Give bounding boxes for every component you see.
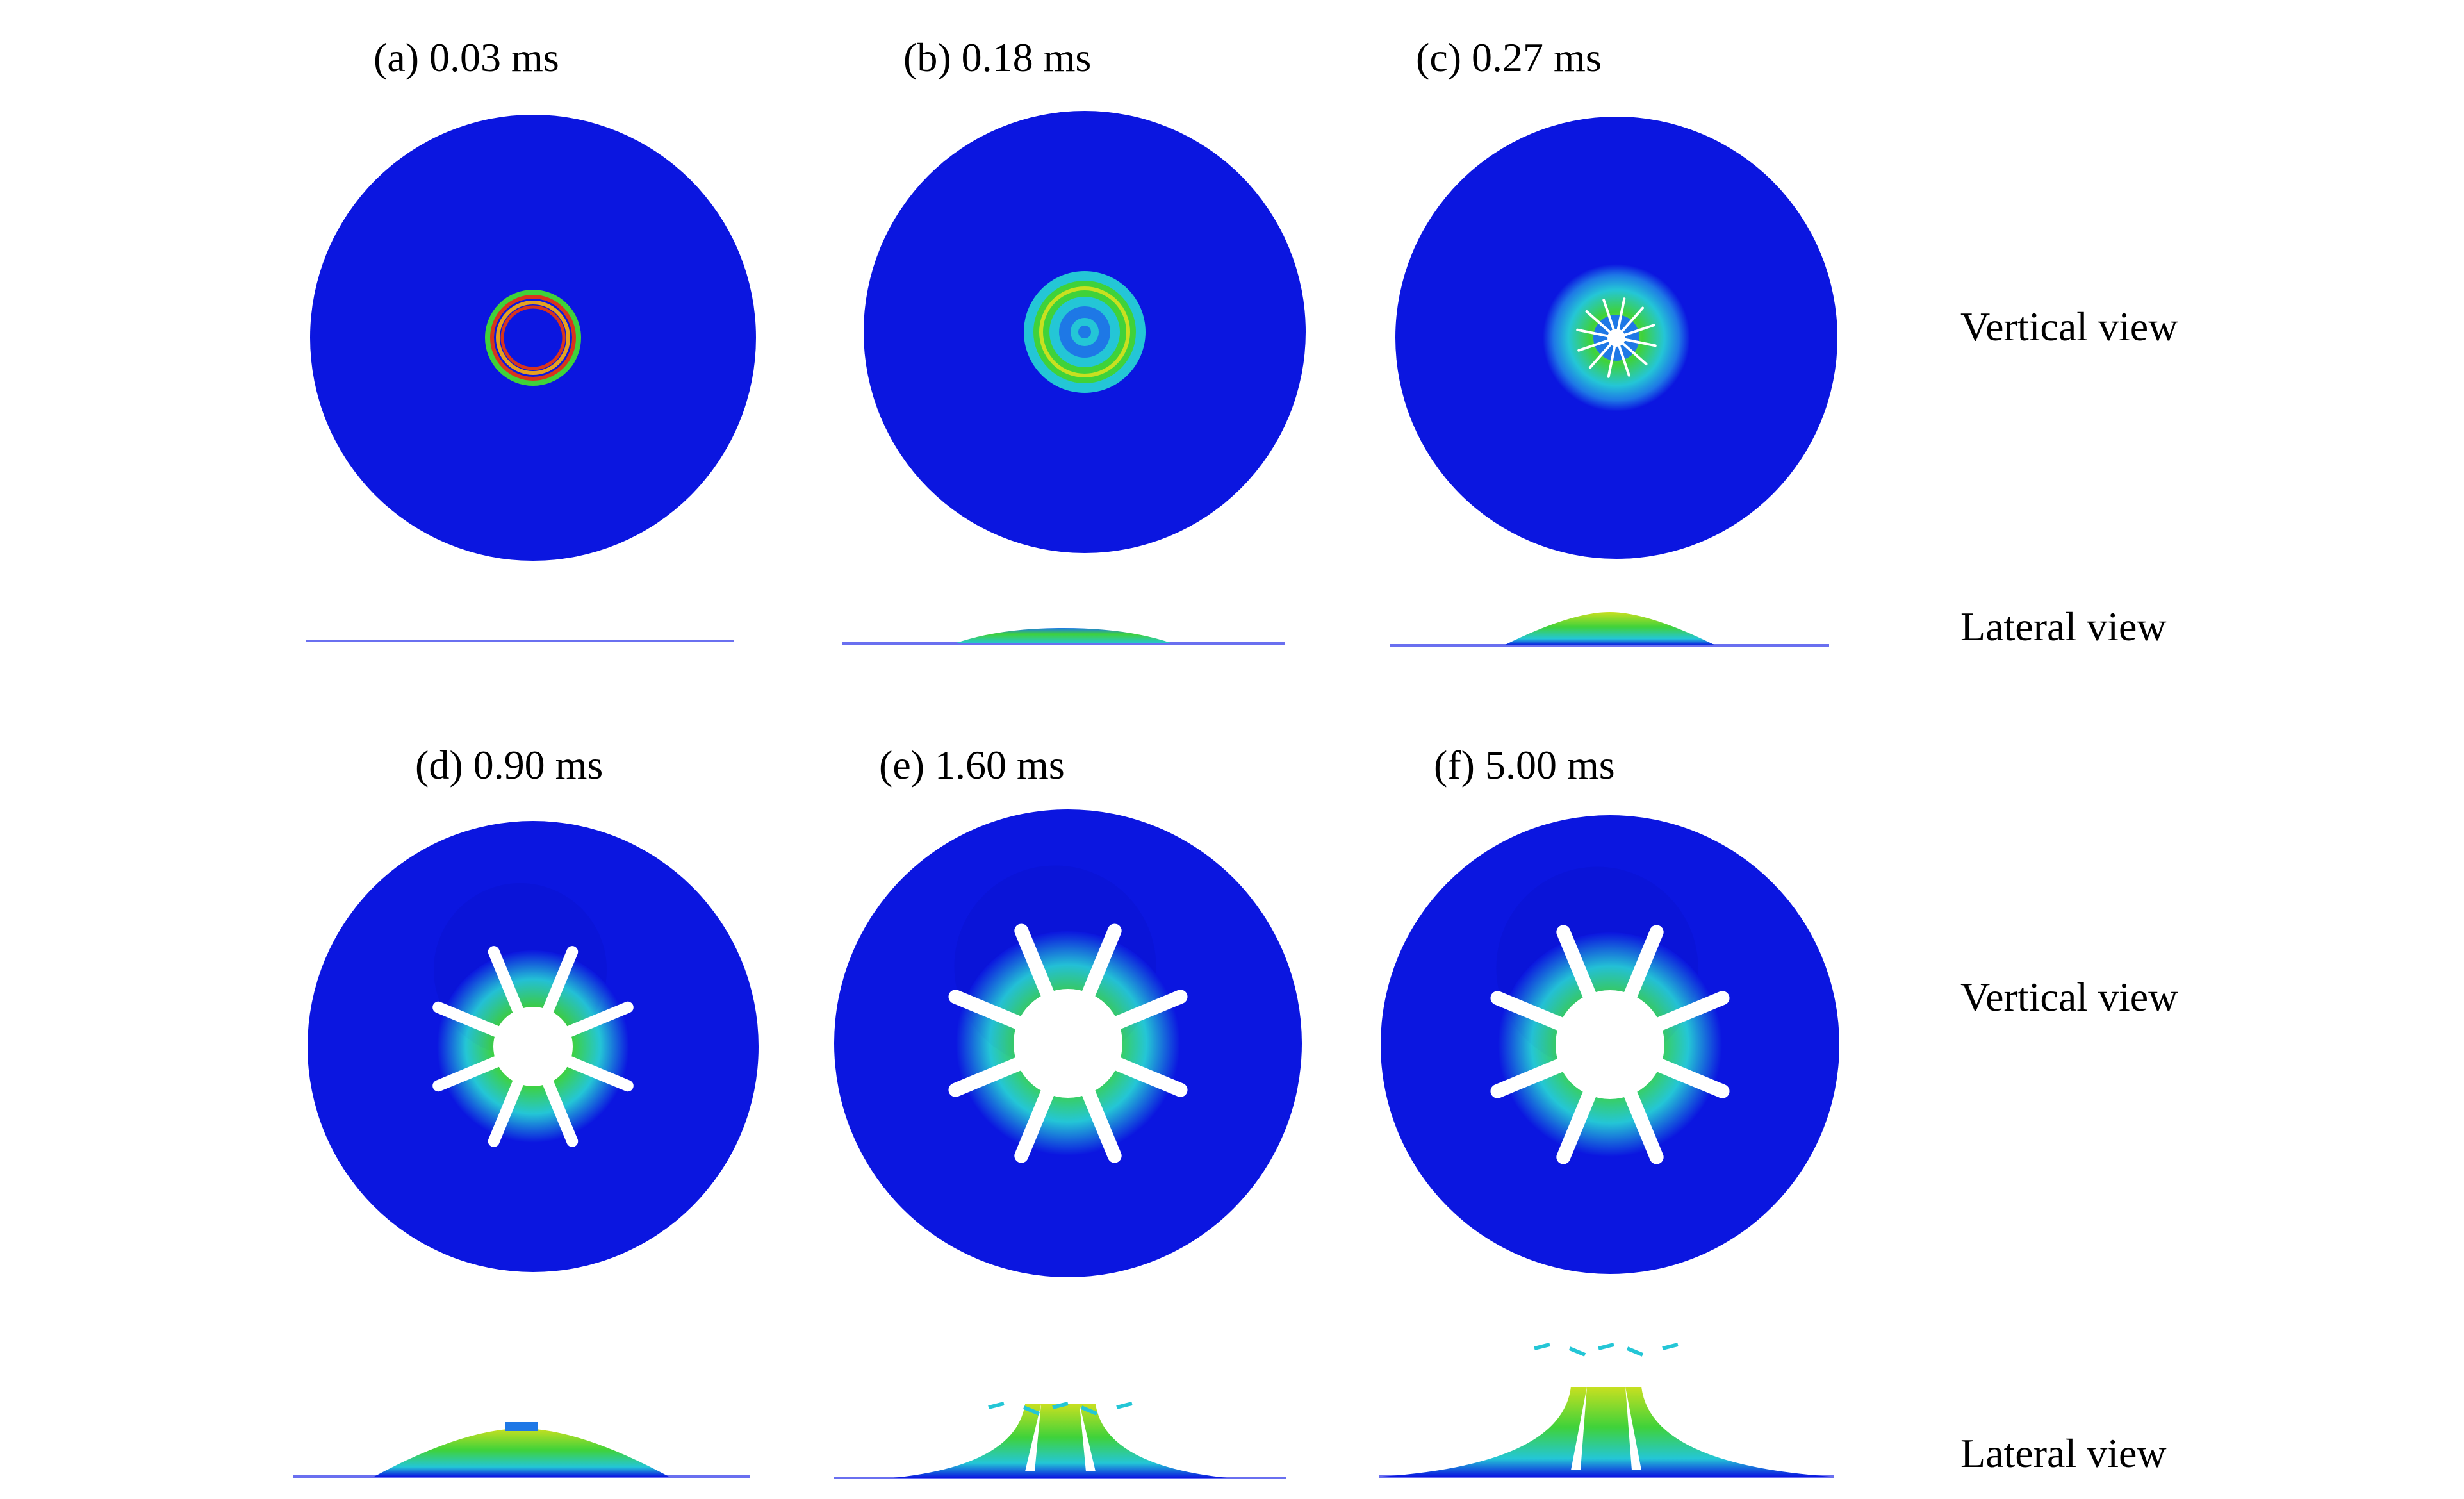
fragment-1 <box>1023 1405 1040 1416</box>
perforation-hole <box>1556 990 1664 1099</box>
panel-d <box>293 821 759 1478</box>
lateral-bulge <box>955 628 1172 643</box>
crack-petal-2 <box>1616 341 1630 377</box>
panel-a <box>306 115 756 642</box>
lateral-gap-left <box>1025 1404 1041 1471</box>
row-label-vertical-top: Vertical view <box>1960 304 2178 349</box>
crack-petal-5 <box>1577 338 1613 352</box>
crack-petal-7 <box>1585 310 1614 336</box>
lateral-bulge <box>374 1429 669 1477</box>
crack-petal-1 <box>1618 340 1648 366</box>
stress-ring-yellow <box>1039 286 1130 377</box>
crack-petal-3 <box>1607 341 1617 378</box>
stress-dot <box>1078 326 1091 338</box>
crack-petal-9 <box>1616 297 1626 335</box>
lateral-petals <box>1382 1387 1830 1477</box>
crack-petal-0 <box>1620 337 1657 347</box>
fragment-3 <box>1626 1346 1644 1357</box>
panel-d-title: (d) 0.90 ms <box>415 742 604 788</box>
fragment-3 <box>1080 1405 1098 1416</box>
crack-petal-10 <box>1618 306 1645 336</box>
fragment-2 <box>1598 1343 1614 1350</box>
crack-petal-11 <box>1620 324 1655 338</box>
lateral-petals <box>894 1404 1227 1478</box>
lateral-bulge <box>1504 612 1716 645</box>
stress-ring-orange <box>496 301 570 375</box>
lateral-gap-right <box>1080 1404 1096 1471</box>
crack-petal-8 <box>1602 299 1616 335</box>
panel-c-title: (c) 0.27 ms <box>1416 35 1602 80</box>
fragment-0 <box>988 1402 1005 1409</box>
perforation-hole <box>493 1007 573 1086</box>
stress-ring-inner <box>500 305 566 370</box>
perforation-hole <box>1014 989 1122 1098</box>
stress-ring-outer <box>485 290 581 386</box>
center-hole <box>1607 329 1625 347</box>
crack-petal-4 <box>1588 340 1614 369</box>
panel-b-title: (b) 0.18 ms <box>903 35 1092 80</box>
panel-e-title: (e) 1.60 ms <box>879 742 1065 788</box>
panel-b <box>842 111 1306 645</box>
lateral-gap-right <box>1625 1387 1641 1470</box>
fragment-4 <box>1116 1402 1133 1409</box>
fragment-0 <box>1534 1343 1550 1350</box>
panel-f-title: (f) 5.00 ms <box>1434 742 1615 788</box>
fragment-2 <box>1052 1402 1069 1409</box>
stress-ring-red <box>490 295 576 381</box>
lateral-gap-left <box>1571 1387 1587 1470</box>
lateral-petal-tips <box>505 1422 538 1431</box>
panel-f <box>1379 815 1839 1478</box>
row-label-lateral-bottom: Lateral view <box>1960 1430 2167 1476</box>
panel-a-title: (a) 0.03 ms <box>374 35 559 80</box>
fragment-4 <box>1662 1343 1679 1350</box>
row-label-lateral-top: Lateral view <box>1960 604 2167 649</box>
plate-disc <box>310 115 756 561</box>
row-label-vertical-bottom: Vertical view <box>1960 974 2178 1020</box>
fragment-1 <box>1568 1346 1586 1357</box>
panel-e <box>834 809 1302 1479</box>
crack-petal-6 <box>1576 328 1613 338</box>
panel-c <box>1390 117 1837 647</box>
